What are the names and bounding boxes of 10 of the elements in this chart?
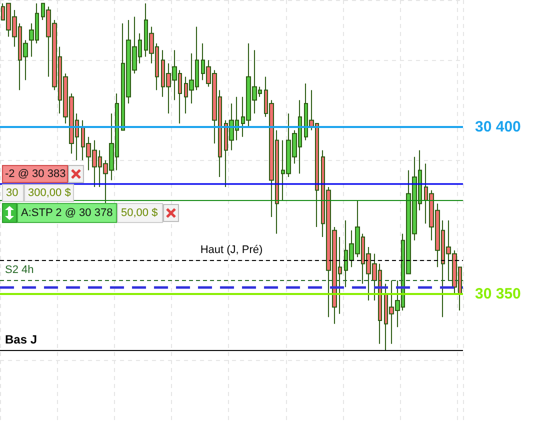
ref-line-label: S2 4h	[5, 264, 34, 276]
ref-line-label: Bas J	[5, 332, 38, 347]
ref-line-label: A:STP 2 @ 30 378	[17, 203, 117, 223]
y-tick-label: 30 350	[475, 285, 521, 302]
annotation: 50,00 $	[117, 203, 163, 223]
y-tick-label: 30 400	[475, 118, 521, 136]
ref-line-label: -2 @ 30 383	[2, 165, 68, 183]
annotation: 30	[2, 184, 24, 202]
annotation: 300,00 $	[24, 184, 74, 202]
ref-line-label: Haut (J, Pré)	[200, 244, 263, 256]
